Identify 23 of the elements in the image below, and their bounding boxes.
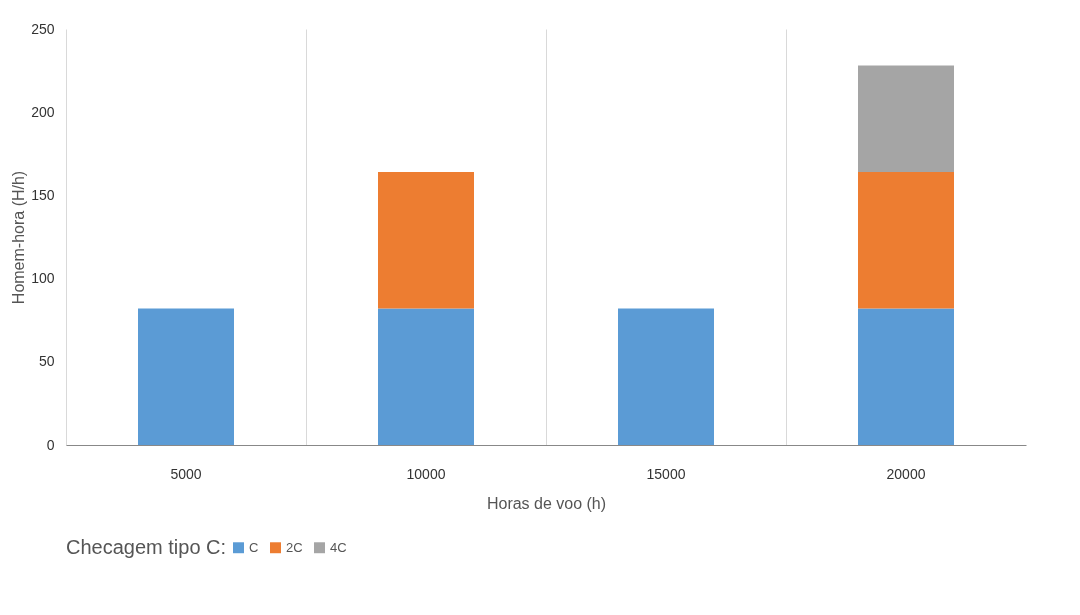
x-axis-title: Horas de voo (h) — [486, 494, 607, 512]
y-axis-title: Homem-hora (H/h) — [10, 170, 28, 305]
y-tick-label: 100 — [31, 270, 55, 287]
bar — [378, 308, 474, 445]
x-tick-label: 5000 — [170, 465, 202, 482]
y-tick-label: 150 — [31, 186, 55, 203]
y-tick-label: 250 — [31, 20, 55, 37]
x-tick-label: 15000 — [646, 465, 686, 482]
x-tick-label: 20000 — [886, 465, 926, 482]
legend-label: 2C — [286, 539, 303, 555]
legend-label: C — [249, 539, 259, 555]
legend-label: 4C — [330, 539, 347, 555]
bar — [858, 65, 954, 173]
y-tick-label: 50 — [38, 353, 55, 370]
x-tick-label: 10000 — [406, 465, 446, 482]
y-tick-label: 0 — [46, 436, 55, 453]
bar — [618, 308, 714, 445]
bar — [138, 308, 234, 445]
bar — [378, 172, 474, 309]
bar — [858, 172, 954, 309]
bar — [858, 308, 954, 445]
legend-title: Checagem tipo C: — [66, 536, 227, 558]
y-tick-label: 200 — [31, 103, 55, 120]
